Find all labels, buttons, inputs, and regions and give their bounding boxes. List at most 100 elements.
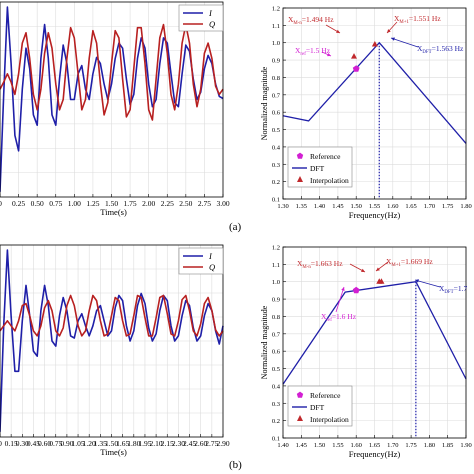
annotation-label: XM+1=1.551 Hz xyxy=(394,14,441,25)
y-tick-label: 0.7 xyxy=(272,92,281,99)
x-axis-title: Frequency(Hz) xyxy=(349,449,401,459)
annotation-label: XDFT=1.563 Hz xyxy=(417,44,464,55)
legend-box xyxy=(178,4,224,32)
legend-label-i: I xyxy=(208,8,213,18)
interpolation-point xyxy=(371,40,378,47)
x-tick-label: 0.75 xyxy=(49,439,62,448)
y-tick-label: 0.2 xyxy=(272,179,280,186)
x-tick-label: 1.40 xyxy=(314,203,325,210)
legend-label-reference: Reference xyxy=(310,391,341,400)
x-tick-label: 1.70 xyxy=(387,442,398,449)
x-tick-label: 1.60 xyxy=(387,203,398,210)
y-tick-label: 0.5 xyxy=(272,127,280,134)
y-tick-label: 0.5 xyxy=(272,366,280,373)
series-line-i xyxy=(0,249,224,432)
x-tick-label: 1.90 xyxy=(460,442,471,449)
y-tick-label: 1.0 xyxy=(272,279,280,286)
x-tick-label: 0.30 xyxy=(16,439,29,448)
x-axis-title: Time(s) xyxy=(100,207,127,217)
annotation-arrowhead xyxy=(341,287,345,291)
dft-spectrum-line xyxy=(282,280,467,385)
legend-label-i: I xyxy=(208,251,213,261)
interpolation-point xyxy=(378,278,385,284)
y-axis-title: Normalized magnitude xyxy=(260,66,269,140)
x-tick-label: 1.65 xyxy=(369,442,380,449)
annotation-label: XM-n=1.494 Hz xyxy=(288,15,334,26)
y-tick-label: 1.1 xyxy=(272,262,280,269)
annotation-arrowhead xyxy=(387,29,391,33)
y-tick-label: 1.2 xyxy=(272,6,280,13)
y-tick-label: 0.2 xyxy=(272,418,280,425)
annotation-label: XM-n=1.663 Hz xyxy=(297,259,343,270)
x-tick-label: 1.55 xyxy=(332,442,343,449)
interpolation-point xyxy=(351,53,358,59)
x-tick-label: 1.60 xyxy=(351,442,362,449)
x-tick-label: 1.30 xyxy=(277,203,288,210)
legend-label-interpolation: Interpolation xyxy=(310,415,349,424)
y-tick-label: 0.1 xyxy=(272,197,280,204)
annotation-arrowhead xyxy=(361,268,365,272)
y-tick-label: 0.6 xyxy=(272,349,281,356)
caption-a: (a) xyxy=(229,221,242,233)
x-tick-label: 1.65 xyxy=(405,203,416,210)
x-tick-label: 2.50 xyxy=(179,199,192,208)
x-tick-label: 1.70 xyxy=(424,203,435,210)
x-tick-label: 1.40 xyxy=(277,442,288,449)
legend-label-q: Q xyxy=(209,19,215,29)
y-axis-title: Normalized magnitude xyxy=(260,305,269,379)
y-tick-label: 0.1 xyxy=(272,436,280,443)
panel-a-spectrum-plot: 1.30 1.35 1.40 1.45 1.50 1.55 1.60 1.65 1.70 1.75… xyxy=(260,6,472,221)
legend-reference-symbol xyxy=(296,391,304,398)
x-tick-label: 1.65 xyxy=(116,439,129,448)
x-tick-label: 1.20 xyxy=(83,439,96,448)
x-tick-label: 2.45 xyxy=(183,439,196,448)
x-tick-label: 2.00 xyxy=(142,199,155,208)
x-tick-label: 1.55 xyxy=(369,203,380,210)
series-line-q xyxy=(0,294,224,337)
annotation-arrowhead xyxy=(376,267,380,271)
y-tick-label: 0.3 xyxy=(272,401,280,408)
y-tick-label: 0.8 xyxy=(272,314,280,321)
x-tick-label: 2.15 xyxy=(161,439,174,448)
x-tick-label: 0.45 xyxy=(27,439,40,448)
x-tick-label: 1.80 xyxy=(460,203,471,210)
y-tick-label: 1.0 xyxy=(272,40,280,47)
x-tick-label: 1.25 xyxy=(86,199,99,208)
x-tick-label: 1.85 xyxy=(442,442,453,449)
annotation-label: XDFT=1.7 xyxy=(439,284,467,295)
x-tick-label: 1.80 xyxy=(424,442,435,449)
caption-b: (b) xyxy=(229,459,242,471)
legend-label-reference: Reference xyxy=(310,152,341,161)
x-tick-label: 2.10 xyxy=(150,439,163,448)
y-tick-label: 0.7 xyxy=(272,331,281,338)
x-tick-label: 1.75 xyxy=(442,203,453,210)
x-tick-label: 2.25 xyxy=(161,199,174,208)
annotation-arrow xyxy=(414,279,441,288)
x-tick-label: 1.05 xyxy=(71,439,84,448)
x-tick-label: 1.75 xyxy=(124,199,137,208)
x-tick-label: 2.75 xyxy=(205,439,218,448)
x-tick-label: 1.80 xyxy=(127,439,140,448)
x-tick-label: 0.15 xyxy=(5,439,18,448)
x-tick-label: 1.50 xyxy=(105,199,118,208)
annotation-arrowhead xyxy=(415,279,419,283)
x-tick-label: 1.95 xyxy=(138,439,151,448)
x-tick-label: 2.60 xyxy=(194,439,207,448)
annotation-arrowhead xyxy=(327,52,331,57)
x-tick-label: 3.00 xyxy=(216,199,229,208)
y-tick-label: 0.8 xyxy=(272,75,280,82)
x-tick-label: 0.90 xyxy=(60,439,73,448)
legend-label-q: Q xyxy=(209,262,215,272)
legend-reference-symbol xyxy=(296,152,304,159)
x-tick-label: 0.75 xyxy=(49,199,62,208)
legend-label-interpolation: Interpolation xyxy=(310,176,349,185)
legend-interpolation-symbol xyxy=(297,415,303,421)
x-tick-label: 0.60 xyxy=(38,439,51,448)
x-tick-label: 0.50 xyxy=(31,199,44,208)
x-tick-label: 1.45 xyxy=(332,203,343,210)
x-tick-label: 2.75 xyxy=(198,199,211,208)
x-axis-title: Time(s) xyxy=(100,447,127,457)
y-tick-label: 0.3 xyxy=(272,162,280,169)
legend-label-dft: DFT xyxy=(310,164,325,173)
